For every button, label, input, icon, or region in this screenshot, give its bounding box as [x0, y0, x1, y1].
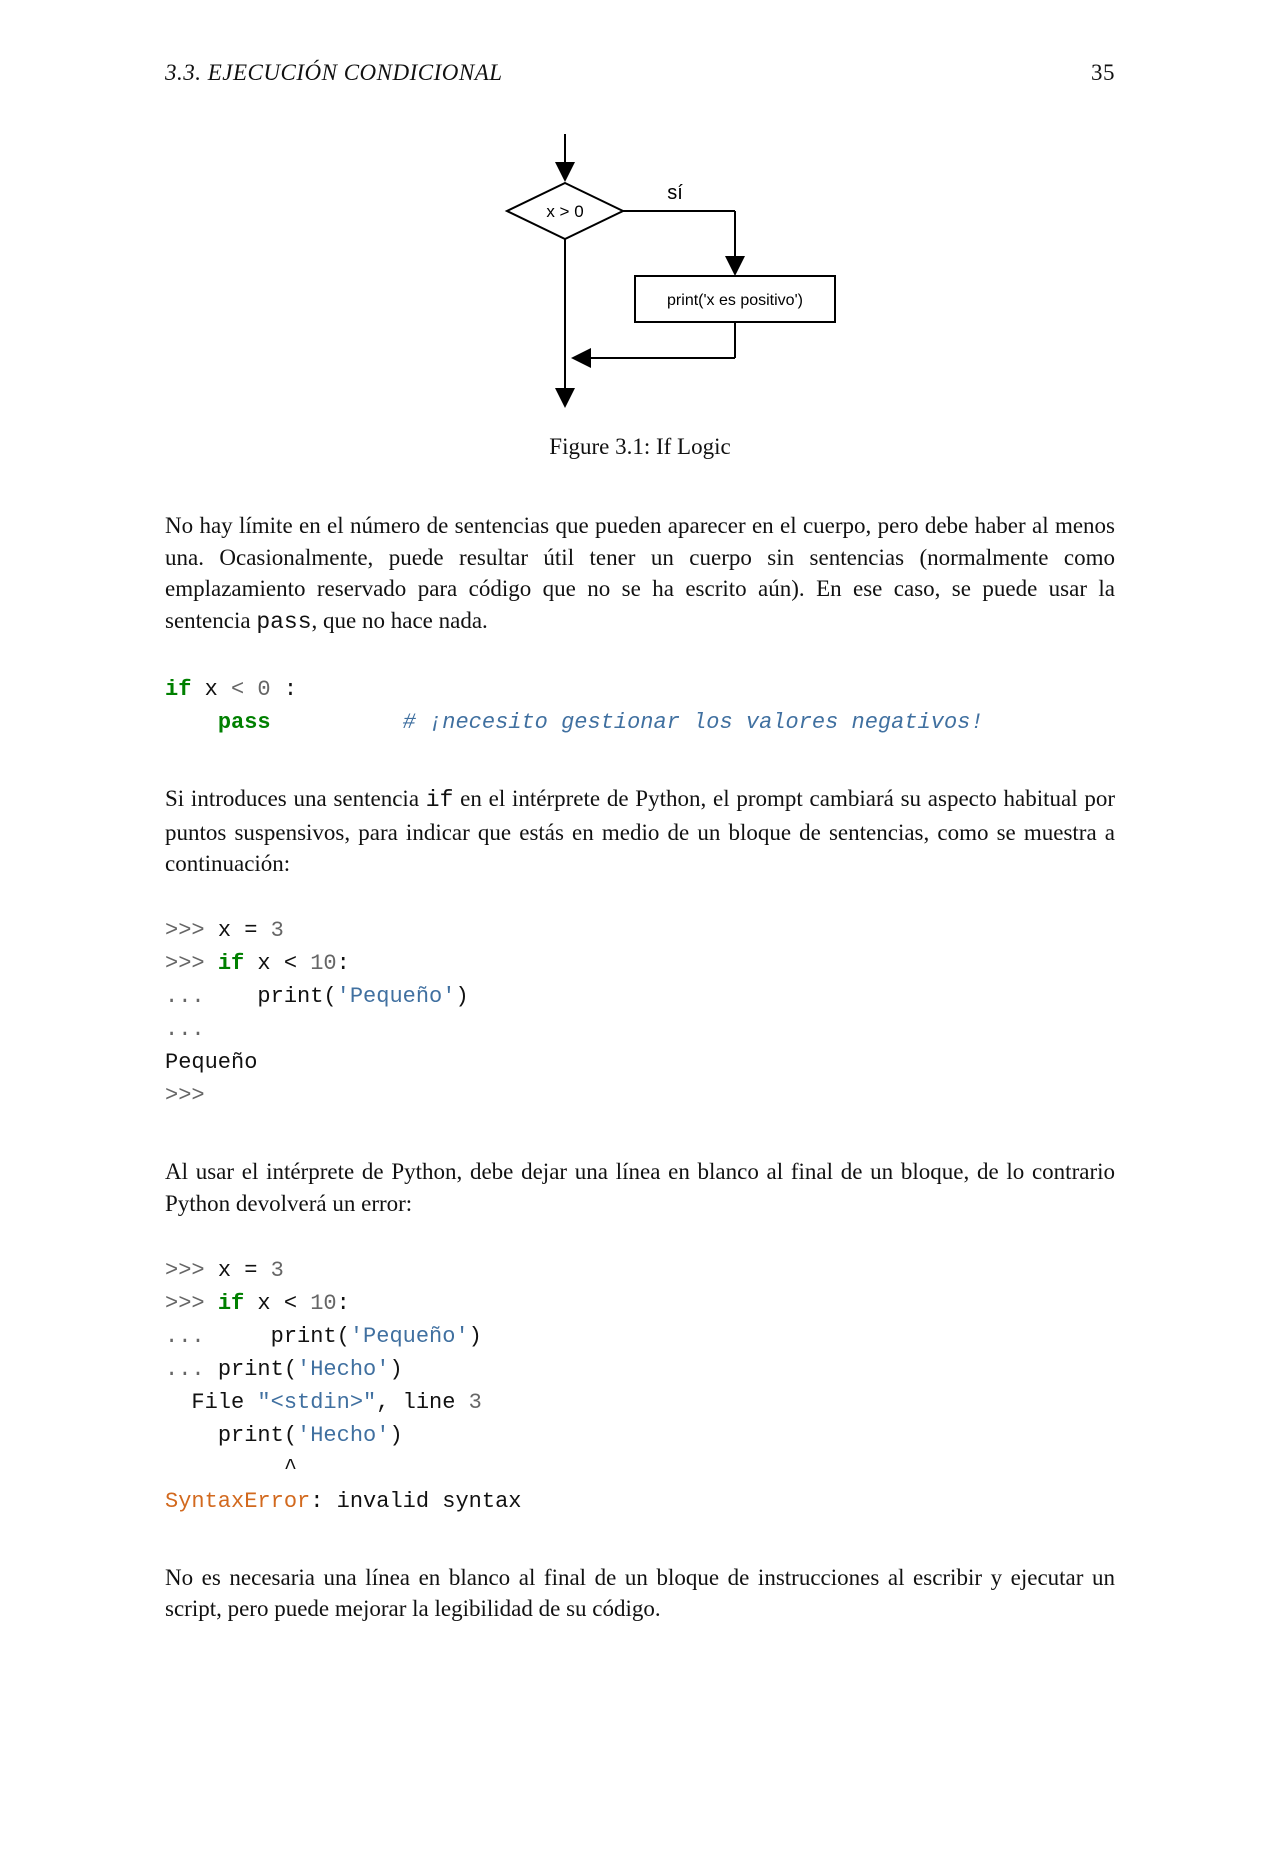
c3-file-str: "<stdin>"	[257, 1390, 376, 1415]
paragraph-3: Al usar el intérprete de Python, debe de…	[165, 1156, 1115, 1219]
paragraph-2: Si introduces una sentencia if en el int…	[165, 783, 1115, 880]
c1-indent	[165, 710, 218, 735]
running-header: 3.3. EJECUCIÓN CONDICIONAL 35	[165, 60, 1115, 86]
paragraph-1: No hay límite en el número de sentencias…	[165, 510, 1115, 639]
c2-p3: >>>	[165, 1083, 205, 1108]
para1-inline-code: pass	[256, 609, 311, 635]
c3-line-no: 3	[469, 1390, 482, 1415]
c2-dots1: ...	[165, 984, 257, 1009]
c2-3: 3	[271, 918, 284, 943]
c1-lt: <	[231, 677, 244, 702]
c3-p2: >>>	[165, 1291, 218, 1316]
c3-10: 10	[310, 1291, 336, 1316]
c3-str2: 'Hecho'	[297, 1357, 389, 1382]
c2-cond: x <	[244, 951, 310, 976]
c3-close3: )	[389, 1423, 402, 1448]
figure-caption: Figure 3.1: If Logic	[165, 434, 1115, 460]
c3-3: 3	[271, 1258, 284, 1283]
c1-comment: # ¡necesito gestionar los valores negati…	[403, 710, 984, 735]
condition-label: x > 0	[546, 202, 583, 221]
c1-x: x	[191, 677, 231, 702]
c2-str: 'Pequeño'	[337, 984, 456, 1009]
c3-file-lead: File	[165, 1390, 257, 1415]
flowchart-svg: x > 0 sí print('x es positivo')	[410, 126, 870, 416]
c3-colon: :	[337, 1291, 350, 1316]
page: 3.3. EJECUCIÓN CONDICIONAL 35 x > 0 sí p…	[0, 0, 1280, 1851]
edge-yes-label: sí	[667, 182, 683, 204]
c3-dots1: ...	[165, 1324, 271, 1349]
c2-if: if	[218, 951, 244, 976]
kw-pass: pass	[218, 710, 271, 735]
action-label: print('x es positivo')	[667, 292, 803, 309]
para1-tail: , que no hace nada.	[312, 608, 488, 633]
c3-cond: x <	[244, 1291, 310, 1316]
c3-str3: 'Hecho'	[297, 1423, 389, 1448]
c1-zero: 0	[257, 677, 270, 702]
c2-print: print(	[257, 984, 336, 1009]
c3-dots2: ...	[165, 1357, 218, 1382]
c3-close2: )	[389, 1357, 402, 1382]
c2-xeq: x =	[218, 918, 271, 943]
c3-xeq: x =	[218, 1258, 271, 1283]
code-block-3: >>> x = 3 >>> if x < 10: ... print('Pequ…	[165, 1254, 1115, 1518]
figure-if-logic: x > 0 sí print('x es positivo') Figure 3…	[165, 126, 1115, 460]
c2-p2: >>>	[165, 951, 218, 976]
page-number: 35	[1091, 60, 1115, 86]
c3-print1: print(	[271, 1324, 350, 1349]
c2-dots2: ...	[165, 1017, 205, 1042]
c1-sp	[244, 677, 257, 702]
para2-inline-code: if	[426, 787, 454, 813]
para2-a: Si introduces una sentencia	[165, 786, 426, 811]
c3-file-tail: , line	[376, 1390, 468, 1415]
c3-print2: print(	[218, 1357, 297, 1382]
kw-if: if	[165, 677, 191, 702]
c1-colon: :	[271, 677, 297, 702]
c3-p1: >>>	[165, 1258, 218, 1283]
c2-10: 10	[310, 951, 336, 976]
c2-close: )	[455, 984, 468, 1009]
c3-close1: )	[469, 1324, 482, 1349]
c2-out: Pequeño	[165, 1050, 257, 1075]
c3-err-tail: : invalid syntax	[310, 1489, 521, 1514]
c3-err-indent	[165, 1423, 218, 1448]
paragraph-4: No es necesaria una línea en blanco al f…	[165, 1562, 1115, 1625]
c2-p1: >>>	[165, 918, 218, 943]
c3-if: if	[218, 1291, 244, 1316]
c3-print3: print(	[218, 1423, 297, 1448]
c3-err-name: SyntaxError	[165, 1489, 310, 1514]
c1-gap	[271, 710, 403, 735]
c3-str1: 'Pequeño'	[350, 1324, 469, 1349]
c2-colon: :	[337, 951, 350, 976]
section-label: 3.3. EJECUCIÓN CONDICIONAL	[165, 60, 503, 86]
code-block-2: >>> x = 3 >>> if x < 10: ... print('Pequ…	[165, 914, 1115, 1112]
c3-caret: ^	[165, 1456, 297, 1481]
code-block-1: if x < 0 : pass # ¡necesito gestionar lo…	[165, 673, 1115, 739]
